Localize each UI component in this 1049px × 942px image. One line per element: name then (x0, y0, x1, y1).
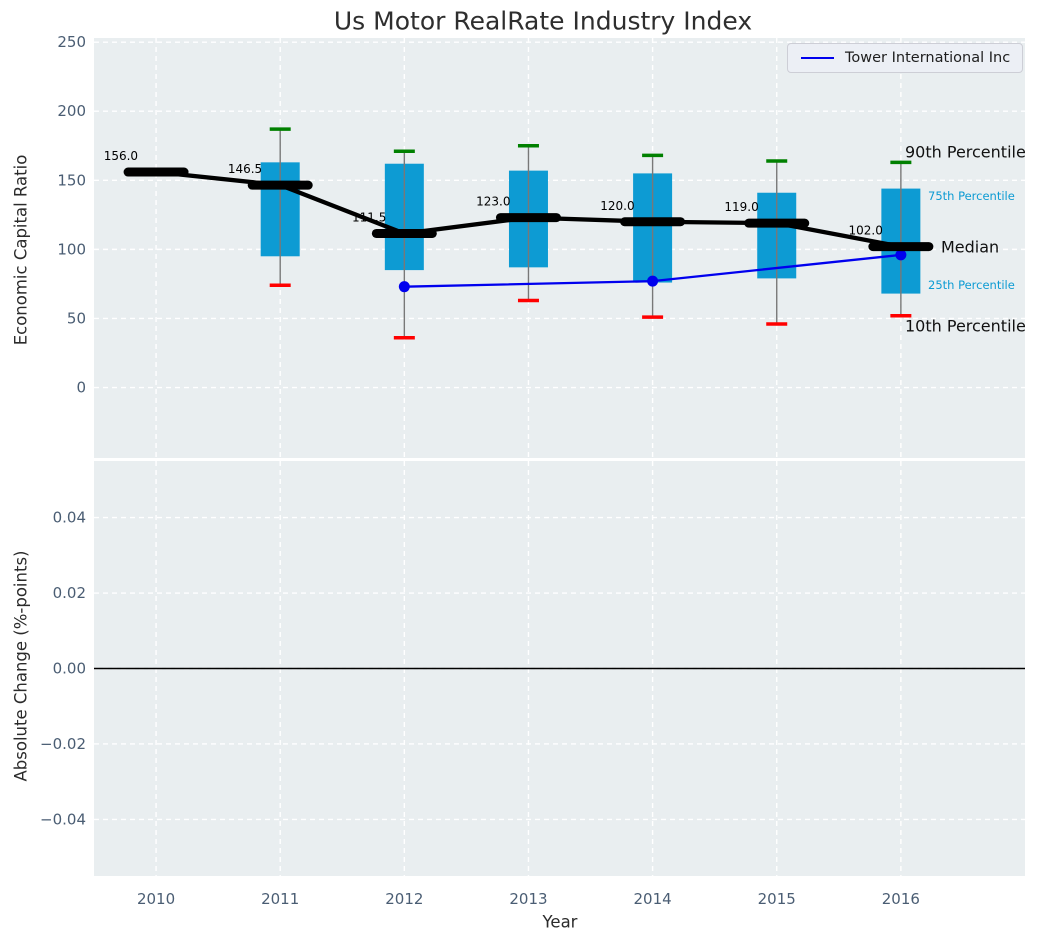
tower-marker-2012 (398, 281, 410, 293)
x-tick-label: 2016 (882, 890, 920, 908)
tower-marker-2016 (895, 249, 907, 261)
x-tick-label: 2015 (758, 890, 796, 908)
top-y-axis-label: Economic Capital Ratio (11, 154, 31, 346)
median-value-label-2012: 111.5 (352, 210, 386, 224)
median-value-label-2010: 156.0 (104, 149, 138, 163)
top-y-tick-label: 150 (57, 171, 86, 189)
legend-line-icon (801, 57, 834, 59)
median-value-label-2011: 146.5 (228, 162, 262, 176)
annotation-90th-percentile: 90th Percentile (905, 142, 1026, 162)
x-tick-label: 2013 (509, 890, 547, 908)
x-axis-label: Year (542, 912, 578, 932)
median-value-label-2014: 120.0 (600, 199, 634, 213)
annotation-10th-percentile: 10th Percentile (905, 316, 1026, 336)
legend-label: Tower International Inc (845, 50, 1011, 66)
legend: Tower International Inc (787, 43, 1024, 73)
top-y-tick-label: 250 (57, 33, 86, 51)
bottom-y-tick-label: 0.04 (53, 509, 86, 527)
median-value-label-2015: 119.0 (724, 200, 758, 214)
x-tick-label: 2011 (261, 890, 299, 908)
median-value-label-2013: 123.0 (476, 195, 510, 209)
top-y-tick-label: 100 (57, 240, 86, 258)
bottom-y-tick-label: 0.02 (53, 584, 86, 602)
tower-marker-2014 (647, 275, 659, 287)
top-y-tick-label: 0 (76, 379, 86, 397)
annotation-75th-percentile: 75th Percentile (928, 188, 1015, 203)
bottom-y-tick-label: 0.00 (53, 660, 86, 678)
x-tick-label: 2014 (634, 890, 672, 908)
top-y-tick-label: 200 (57, 102, 86, 120)
chart-title: Us Motor RealRate Industry Index (333, 6, 753, 36)
annotation-median: Median (941, 237, 1000, 257)
x-tick-label: 2010 (137, 890, 175, 908)
annotation-25th-percentile: 25th Percentile (928, 277, 1015, 292)
bottom-y-tick-label: −0.04 (40, 810, 86, 828)
top-y-tick-label: 50 (67, 309, 86, 327)
median-value-label-2016: 102.0 (849, 224, 883, 238)
x-tick-label: 2012 (385, 890, 423, 908)
bottom-y-axis-label: Absolute Change (%-points) (11, 550, 31, 782)
bottom-y-tick-label: −0.02 (40, 735, 86, 753)
